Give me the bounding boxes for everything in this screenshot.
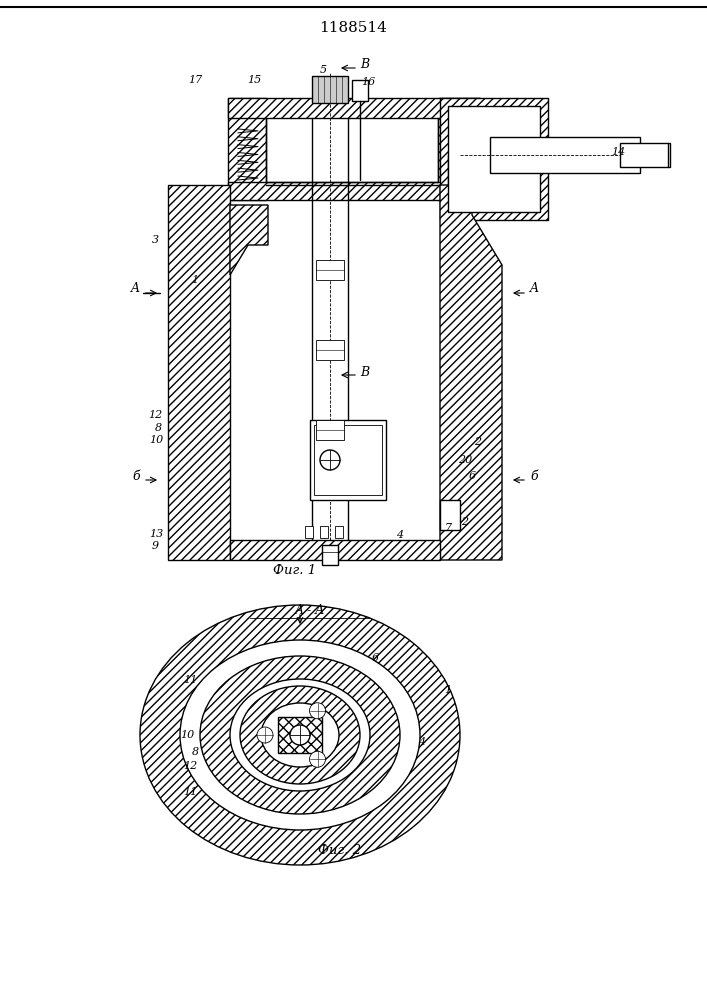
Text: 9: 9 xyxy=(151,541,158,551)
Text: B: B xyxy=(360,365,369,378)
Bar xyxy=(278,717,322,753)
Text: 4: 4 xyxy=(397,530,404,540)
Text: 10: 10 xyxy=(149,435,163,445)
Text: 14: 14 xyxy=(611,147,625,157)
Text: Фиг. 2: Фиг. 2 xyxy=(318,844,361,856)
Bar xyxy=(352,80,368,101)
Text: 1: 1 xyxy=(192,275,199,285)
Bar xyxy=(448,106,540,212)
Bar xyxy=(305,526,313,538)
Bar xyxy=(438,98,480,200)
Ellipse shape xyxy=(180,640,420,830)
Bar xyxy=(322,545,338,565)
Bar xyxy=(440,500,460,530)
Text: 12: 12 xyxy=(148,410,162,420)
Text: 6: 6 xyxy=(371,653,378,663)
Polygon shape xyxy=(230,205,268,275)
Circle shape xyxy=(290,725,310,745)
Bar xyxy=(490,137,640,173)
Ellipse shape xyxy=(200,656,400,814)
Text: Фиг. 1: Фиг. 1 xyxy=(274,564,317,576)
Text: A - A: A - A xyxy=(295,603,325,616)
Text: 16: 16 xyxy=(361,77,375,87)
Bar xyxy=(316,420,344,440)
Bar xyxy=(620,143,670,167)
Text: б: б xyxy=(132,470,140,483)
Text: 6: 6 xyxy=(469,471,476,481)
Text: 8: 8 xyxy=(192,747,199,757)
Text: 2: 2 xyxy=(462,517,469,527)
Ellipse shape xyxy=(230,679,370,791)
Bar xyxy=(320,526,328,538)
Bar xyxy=(335,526,343,538)
Polygon shape xyxy=(168,185,230,560)
Text: 15: 15 xyxy=(247,75,261,85)
Bar xyxy=(316,340,344,360)
Circle shape xyxy=(310,703,325,719)
Bar xyxy=(312,76,348,103)
Text: 1188514: 1188514 xyxy=(319,21,387,35)
Bar xyxy=(440,98,548,220)
Bar xyxy=(228,98,266,200)
Circle shape xyxy=(310,751,325,767)
Text: 13: 13 xyxy=(149,529,163,539)
Text: 17: 17 xyxy=(188,75,202,85)
Polygon shape xyxy=(230,540,440,560)
Circle shape xyxy=(320,450,340,470)
Polygon shape xyxy=(440,185,502,560)
Ellipse shape xyxy=(140,605,460,865)
Bar xyxy=(316,260,344,280)
Bar xyxy=(448,106,540,212)
Text: 5: 5 xyxy=(320,65,327,75)
Text: 4: 4 xyxy=(419,737,426,747)
Text: 12: 12 xyxy=(183,761,197,771)
Bar xyxy=(310,420,386,500)
Circle shape xyxy=(257,727,273,743)
Bar xyxy=(228,182,480,200)
Ellipse shape xyxy=(261,703,339,767)
Text: 7: 7 xyxy=(445,523,452,533)
Ellipse shape xyxy=(240,686,360,784)
Text: 20: 20 xyxy=(458,455,472,465)
Bar xyxy=(314,425,382,495)
Text: 11: 11 xyxy=(183,675,197,685)
Text: 11: 11 xyxy=(183,787,197,797)
Text: 1: 1 xyxy=(445,685,452,695)
Text: A: A xyxy=(131,282,140,296)
Text: 3: 3 xyxy=(151,235,158,245)
Bar xyxy=(228,98,480,118)
Text: 8: 8 xyxy=(154,423,162,433)
Text: A: A xyxy=(530,282,539,296)
Polygon shape xyxy=(448,155,472,185)
Text: 2: 2 xyxy=(474,437,481,447)
Text: 10: 10 xyxy=(180,730,194,740)
Text: B: B xyxy=(360,58,369,72)
Text: б: б xyxy=(530,470,537,483)
